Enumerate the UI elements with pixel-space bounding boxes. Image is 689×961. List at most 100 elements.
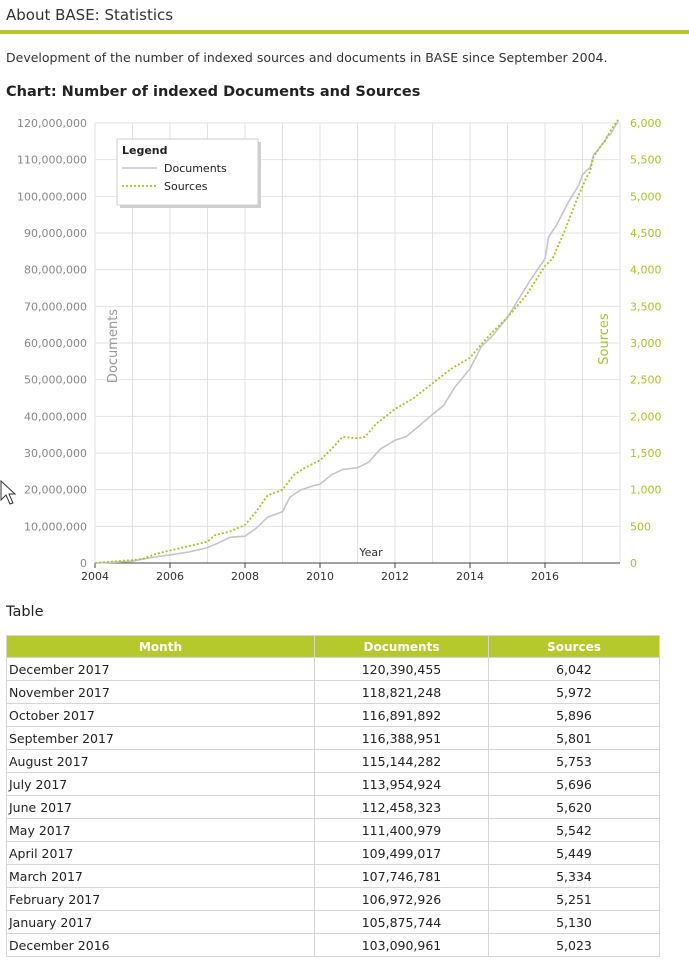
month-cell: January 2017 <box>6 910 315 934</box>
series-line-sources <box>94 119 619 564</box>
documents-cell: 115,144,282 <box>314 749 489 773</box>
sources-cell: 5,972 <box>488 680 660 704</box>
y-tick-label-left: 60,000,000 <box>24 337 87 350</box>
x-tick-label: 2004 <box>81 570 109 583</box>
documents-cell: 109,499,017 <box>314 841 489 865</box>
documents-cell: 116,891,892 <box>314 703 489 727</box>
table-row: April 2017 109,499,017 5,449 <box>6 841 660 865</box>
y-tick-label-left: 80,000,000 <box>24 264 87 277</box>
month-cell: December 2017 <box>6 657 315 681</box>
table-row: October 2017 116,891,892 5,896 <box>6 703 660 727</box>
table-row: March 2017 107,746,781 5,334 <box>6 864 660 888</box>
table-row: February 2017 106,972,926 5,251 <box>6 887 660 911</box>
sources-cell: 6,042 <box>488 657 660 681</box>
table-row: May 2017 111,400,979 5,542 <box>6 818 660 842</box>
x-tick-label: 2012 <box>381 570 409 583</box>
month-cell: May 2017 <box>6 818 315 842</box>
sources-cell: 5,023 <box>488 933 660 957</box>
table-header-row: Month Documents Sources <box>6 635 660 658</box>
page-title: About BASE: Statistics <box>6 6 174 24</box>
documents-cell: 105,875,744 <box>314 910 489 934</box>
sources-cell: 5,896 <box>488 703 660 727</box>
y-tick-label-right: 2,000 <box>630 410 662 423</box>
month-cell: July 2017 <box>6 772 315 796</box>
documents-cell: 111,400,979 <box>314 818 489 842</box>
sources-cell: 5,542 <box>488 818 660 842</box>
sources-cell: 5,130 <box>488 910 660 934</box>
y-tick-label-left: 10,000,000 <box>24 520 87 533</box>
y-tick-label-right: 1,500 <box>630 447 662 460</box>
sources-cell: 5,696 <box>488 772 660 796</box>
documents-cell: 116,388,951 <box>314 726 489 750</box>
y-tick-label-left: 40,000,000 <box>24 410 87 423</box>
intro-text: Development of the number of indexed sou… <box>6 50 608 65</box>
y-tick-label-right: 1,000 <box>630 484 662 497</box>
table-heading: Table <box>6 604 44 620</box>
column-header-sources: Sources <box>488 635 660 658</box>
sources-cell: 5,334 <box>488 864 660 888</box>
month-cell: February 2017 <box>6 887 315 911</box>
month-cell: December 2016 <box>6 933 315 957</box>
y-tick-label-right: 6,000 <box>630 117 662 130</box>
legend-title: Legend <box>122 144 168 157</box>
y-tick-label-right: 3,000 <box>630 337 662 350</box>
y-tick-label-left: 0 <box>80 557 87 570</box>
y-tick-label-right: 0 <box>630 557 637 570</box>
month-cell: November 2017 <box>6 680 315 704</box>
table-row: September 2017 116,388,951 5,801 <box>6 726 660 750</box>
x-tick-label: 2010 <box>306 570 334 583</box>
documents-cell: 120,390,455 <box>314 657 489 681</box>
mouse-pointer-icon <box>0 480 16 505</box>
month-cell: June 2017 <box>6 795 315 819</box>
documents-cell: 112,458,323 <box>314 795 489 819</box>
y-tick-label-left: 20,000,000 <box>24 484 87 497</box>
y-tick-label-left: 110,000,000 <box>17 154 87 167</box>
legend-label-documents: Documents <box>164 162 227 175</box>
y-tick-label-left: 90,000,000 <box>24 227 87 240</box>
statistics-table: Month Documents Sources December 2017 120… <box>6 635 660 957</box>
legend-label-sources: Sources <box>164 180 208 193</box>
column-header-month: Month <box>6 635 315 658</box>
x-tick-label: 2006 <box>156 570 184 583</box>
documents-cell: 103,090,961 <box>314 933 489 957</box>
month-cell: April 2017 <box>6 841 315 865</box>
month-cell: September 2017 <box>6 726 315 750</box>
title-divider <box>0 30 689 34</box>
table-row: August 2017 115,144,282 5,753 <box>6 749 660 773</box>
x-tick-label: 2014 <box>456 570 484 583</box>
series-line-documents <box>94 121 619 564</box>
documents-cell: 113,954,924 <box>314 772 489 796</box>
y-tick-label-right: 5,500 <box>630 154 662 167</box>
y-tick-label-right: 5,000 <box>630 190 662 203</box>
y-axis-title-left: Documents <box>106 309 121 383</box>
month-cell: August 2017 <box>6 749 315 773</box>
legend-box <box>116 138 259 206</box>
documents-cell: 118,821,248 <box>314 680 489 704</box>
table-row: January 2017 105,875,744 5,130 <box>6 910 660 934</box>
y-tick-label-left: 120,000,000 <box>17 117 87 130</box>
sources-cell: 5,753 <box>488 749 660 773</box>
month-cell: October 2017 <box>6 703 315 727</box>
documents-cell: 106,972,926 <box>314 887 489 911</box>
column-header-documents: Documents <box>314 635 489 658</box>
y-tick-label-right: 3,500 <box>630 300 662 313</box>
chart-heading: Chart: Number of indexed Documents and S… <box>6 84 421 100</box>
y-tick-label-right: 500 <box>630 520 651 533</box>
y-tick-label-right: 4,500 <box>630 227 662 240</box>
statistics-chart: 0 0 10,000,000 500 20,000,000 1,000 30,000,000… <box>17 117 662 583</box>
y-tick-label-right: 4,000 <box>630 264 662 277</box>
sources-cell: 5,449 <box>488 841 660 865</box>
table-row: December 2017 120,390,455 6,042 <box>6 657 660 681</box>
x-tick-label: 2016 <box>531 570 559 583</box>
table-row: July 2017 113,954,924 5,696 <box>6 772 660 796</box>
y-tick-label-left: 70,000,000 <box>24 300 87 313</box>
documents-cell: 107,746,781 <box>314 864 489 888</box>
y-axis-title-right: Sources <box>597 313 612 365</box>
sources-cell: 5,251 <box>488 887 660 911</box>
x-tick-label: 2008 <box>231 570 259 583</box>
month-cell: March 2017 <box>6 864 315 888</box>
table-row: June 2017 112,458,323 5,620 <box>6 795 660 819</box>
table-row: November 2017 118,821,248 5,972 <box>6 680 660 704</box>
sources-cell: 5,801 <box>488 726 660 750</box>
y-tick-label-left: 100,000,000 <box>17 190 87 203</box>
